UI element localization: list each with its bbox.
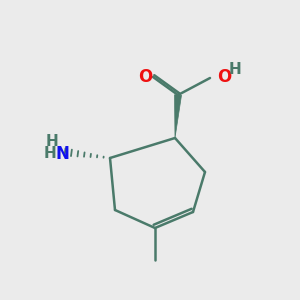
Text: H: H xyxy=(46,134,59,149)
Text: O: O xyxy=(138,68,152,86)
Text: H: H xyxy=(44,146,56,161)
Text: O: O xyxy=(217,68,231,86)
Text: N: N xyxy=(55,145,69,163)
Polygon shape xyxy=(175,95,182,138)
Text: H: H xyxy=(229,61,242,76)
